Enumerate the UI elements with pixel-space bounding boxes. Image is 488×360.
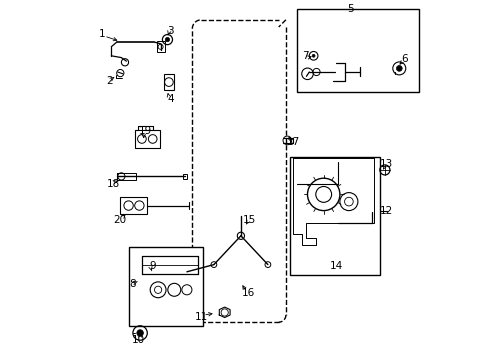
Text: 14: 14 [329,261,342,271]
Text: 10: 10 [131,335,144,345]
Text: 9: 9 [149,261,156,271]
Bar [163,74,174,90]
Circle shape [311,54,314,57]
Text: 13: 13 [379,159,392,169]
Text: 12: 12 [379,206,392,216]
Circle shape [165,37,169,42]
Bar [156,41,164,52]
Text: 19: 19 [139,126,152,136]
Bar [117,173,136,180]
Text: 1: 1 [99,29,105,39]
Text: 20: 20 [114,215,126,225]
Bar [120,197,147,214]
Bar [296,9,418,92]
Text: 17: 17 [286,137,299,147]
Text: 6: 6 [401,54,407,64]
Text: 7: 7 [302,51,308,61]
Text: 3: 3 [167,26,174,36]
Text: 15: 15 [243,215,256,225]
Text: 18: 18 [106,179,120,189]
Bar [134,130,160,148]
Text: 5: 5 [346,4,353,14]
Text: 4: 4 [167,94,174,104]
Text: 11: 11 [194,312,207,322]
Text: 2: 2 [106,76,113,86]
Text: 16: 16 [241,288,254,298]
Bar [129,247,203,326]
Circle shape [396,66,401,71]
Bar [182,174,186,179]
Circle shape [137,330,143,336]
Text: 8: 8 [129,279,136,289]
Bar [289,157,379,275]
